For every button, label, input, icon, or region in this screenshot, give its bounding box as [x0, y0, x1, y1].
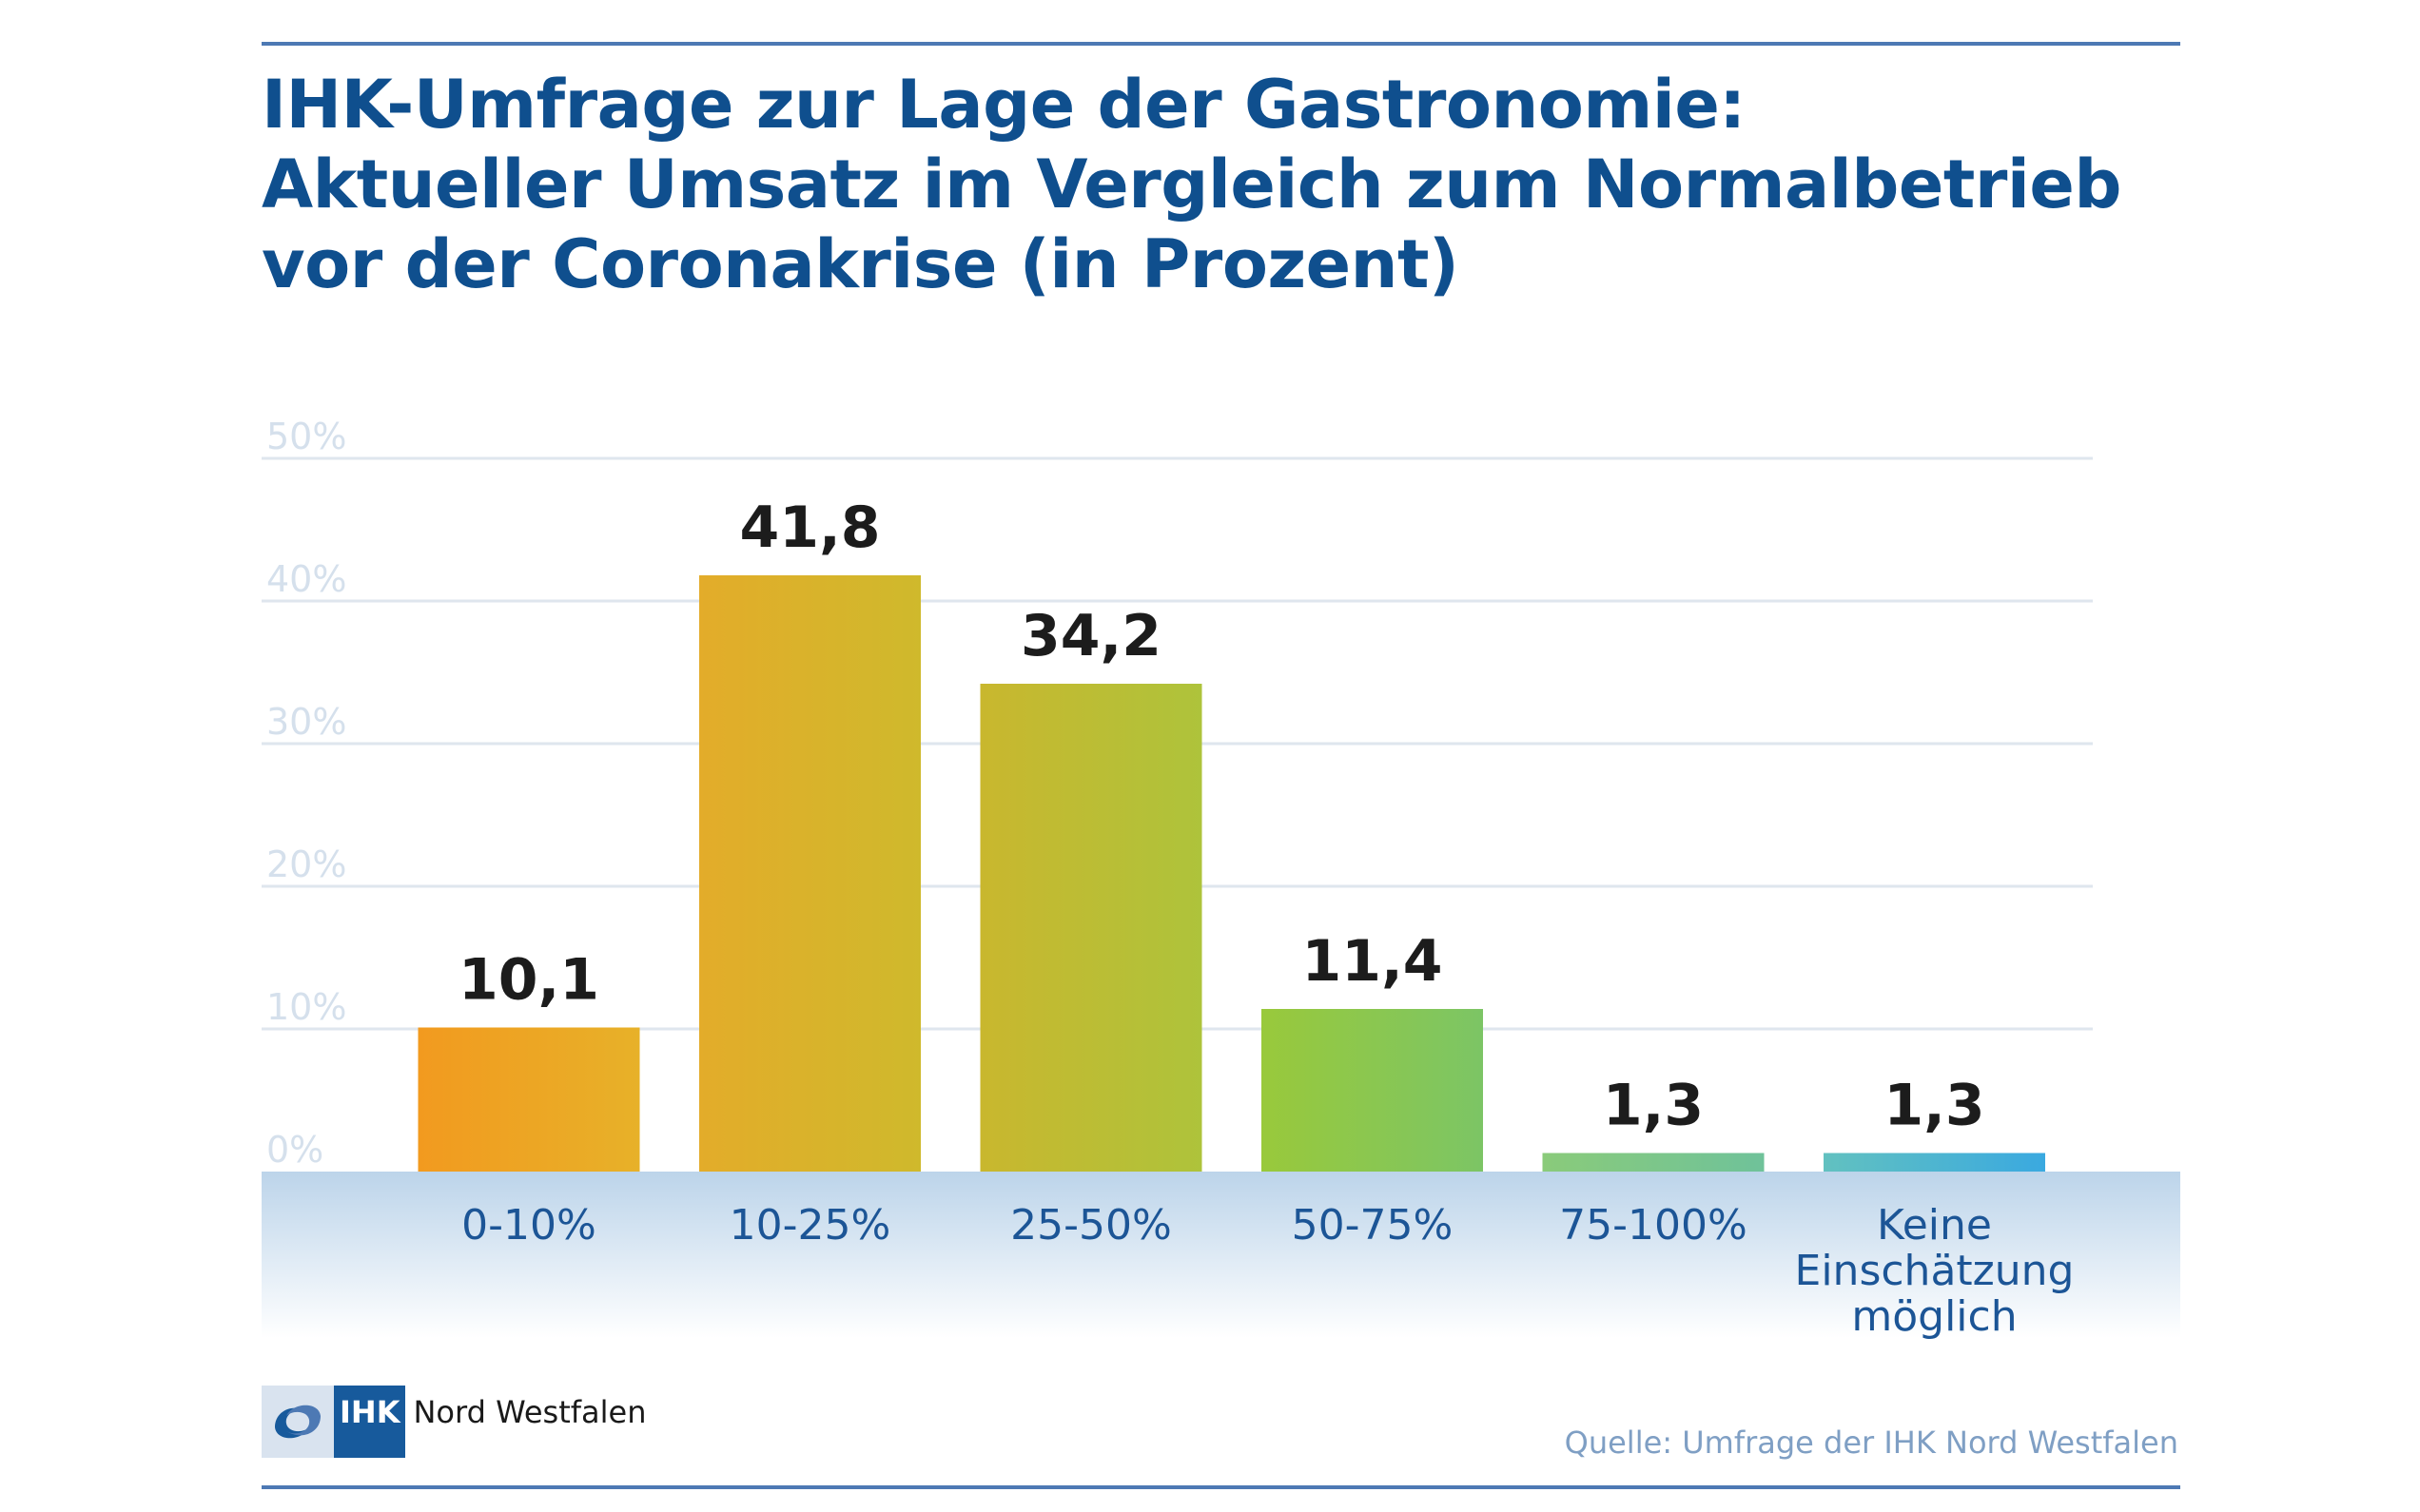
chart-title: IHK-Umfrage zur Lage der Gastronomie: Ak… — [262, 65, 2259, 304]
y-tick-label: 10% — [266, 986, 346, 1028]
y-tick-label: 0% — [266, 1129, 323, 1171]
y-tick-label: 20% — [266, 843, 346, 885]
y-tick-label: 30% — [266, 701, 346, 743]
ihk-logo-text: IHK — [340, 1394, 400, 1430]
title-line-3: vor der Coronakrise (in Prozent) — [262, 225, 1459, 303]
x-tick-label: 10-25% — [730, 1201, 891, 1250]
bar-value-label: 41,8 — [739, 494, 880, 561]
source-note: Quelle: Umfrage der IHK Nord Westfalen — [1564, 1425, 2178, 1461]
ihk-logo-mark: IHK — [334, 1386, 406, 1458]
bar — [699, 575, 921, 1172]
y-tick-label: 40% — [266, 558, 346, 600]
bar — [980, 684, 1202, 1172]
ihk-logo: IHK Nord Westfalen — [262, 1386, 646, 1458]
bar-value-label: 10,1 — [459, 947, 599, 1014]
ihk-logo-name: Nord Westfalen — [413, 1394, 647, 1430]
bar — [1824, 1153, 2045, 1172]
bar-value-label: 34,2 — [1021, 603, 1161, 669]
x-tick-label: Keine — [1877, 1201, 1992, 1250]
bar-value-label: 1,3 — [1603, 1073, 1704, 1139]
x-tick-label: Einschätzung — [1795, 1247, 2075, 1295]
title-line-2: Aktueller Umsatz im Vergleich zum Normal… — [262, 145, 2121, 223]
bar-value-label: 1,3 — [1883, 1073, 1984, 1139]
bar — [1542, 1153, 1765, 1172]
bar — [1261, 1009, 1483, 1172]
x-tick-label: 75-100% — [1559, 1201, 1747, 1250]
title-line-1: IHK-Umfrage zur Lage der Gastronomie: — [262, 66, 1746, 144]
x-tick-label: 0-10% — [461, 1201, 596, 1250]
x-tick-label: 50-75% — [1292, 1201, 1454, 1250]
ihk-swirl-icon — [262, 1386, 334, 1458]
x-tick-label: 25-50% — [1010, 1201, 1172, 1250]
bar — [418, 1027, 640, 1172]
bottom-rule — [262, 1485, 2180, 1489]
top-rule — [262, 42, 2180, 46]
x-axis-band — [262, 1172, 2180, 1338]
x-tick-label: möglich — [1851, 1292, 2017, 1341]
y-tick-label: 50% — [266, 416, 346, 457]
bar-value-label: 11,4 — [1301, 928, 1442, 995]
